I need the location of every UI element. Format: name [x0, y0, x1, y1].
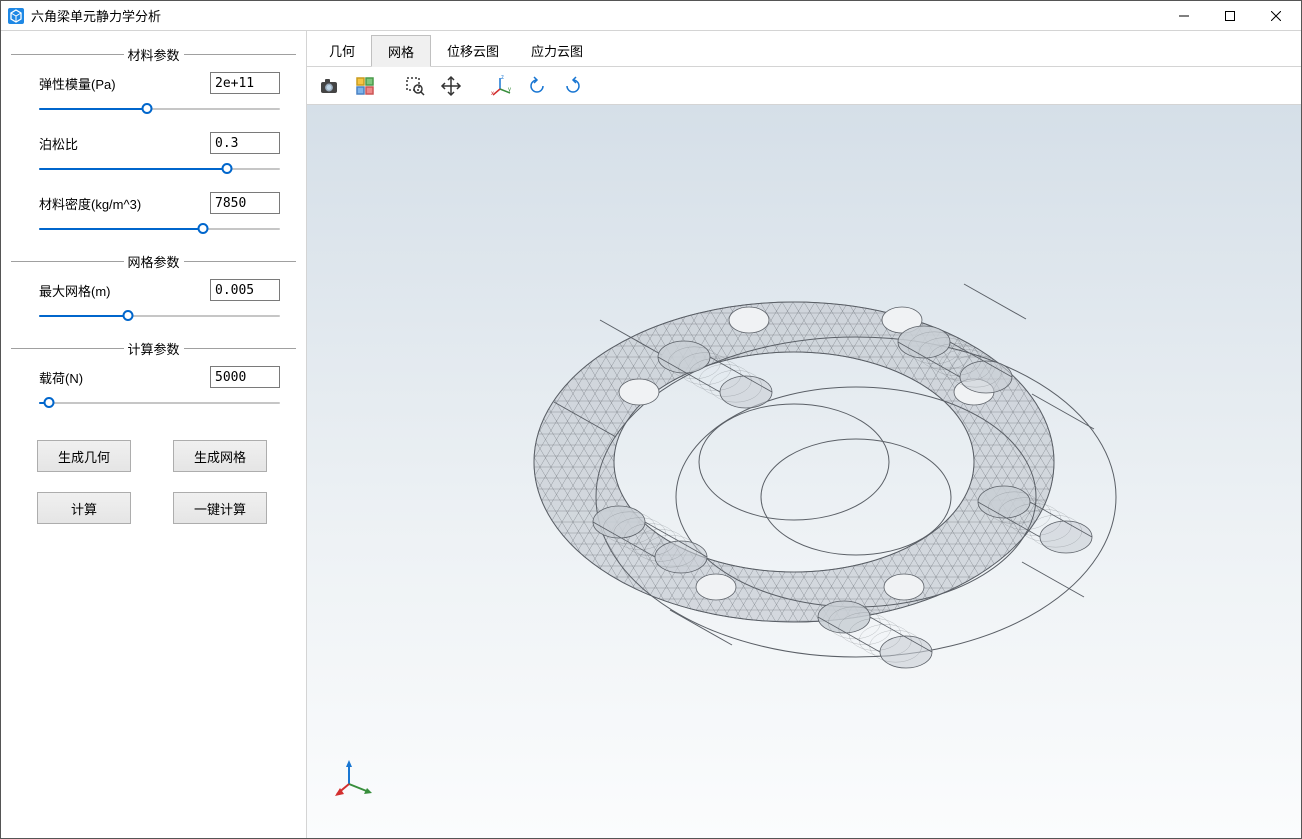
generate-mesh-button[interactable]: 生成网格 [173, 440, 267, 472]
zoom-area-icon[interactable] [399, 71, 431, 101]
label-elastic-modulus: 弹性模量(Pa) [39, 74, 116, 93]
axes-triad-icon [335, 760, 373, 798]
minimize-button[interactable] [1161, 1, 1207, 30]
input-density[interactable] [210, 192, 280, 214]
input-elastic-modulus[interactable] [210, 72, 280, 94]
rotate-left-icon[interactable] [521, 71, 553, 101]
section-header-compute: 计算参数 [11, 339, 296, 358]
slider-density[interactable] [39, 220, 280, 238]
svg-text:z: z [501, 75, 504, 81]
window-controls [1161, 1, 1299, 30]
tab-1[interactable]: 网格 [371, 35, 431, 67]
tab-3[interactable]: 应力云图 [515, 35, 599, 66]
label-poisson: 泊松比 [39, 134, 78, 153]
section-header-mesh: 网格参数 [11, 252, 296, 271]
label-max-mesh: 最大网格(m) [39, 281, 111, 300]
viewport-toolbar: zy x [307, 67, 1301, 105]
section-title-mesh: 网格参数 [124, 252, 184, 271]
viewport-3d[interactable] [307, 105, 1301, 838]
label-load: 载荷(N) [39, 368, 83, 387]
parameters-sidebar: 材料参数 弹性模量(Pa) 泊松比 [1, 31, 307, 838]
section-title-compute: 计算参数 [124, 339, 184, 358]
titlebar: 六角梁单元静力学分析 [1, 1, 1301, 31]
camera-icon[interactable] [313, 71, 345, 101]
compute-button[interactable]: 计算 [37, 492, 131, 524]
one-click-compute-button[interactable]: 一键计算 [173, 492, 267, 524]
view-tabs: 几何网格位移云图应力云图 [307, 31, 1301, 67]
svg-text:x: x [491, 91, 494, 97]
input-max-mesh[interactable] [210, 279, 280, 301]
mesh-render [484, 192, 1124, 752]
window-title: 六角梁单元静力学分析 [31, 6, 1161, 25]
thumbnails-icon[interactable] [349, 71, 381, 101]
main-panel: 几何网格位移云图应力云图 zy x [307, 31, 1301, 838]
generate-geometry-button[interactable]: 生成几何 [37, 440, 131, 472]
slider-max-mesh[interactable] [39, 307, 280, 325]
close-button[interactable] [1253, 1, 1299, 30]
slider-poisson[interactable] [39, 160, 280, 178]
section-header-material: 材料参数 [11, 45, 296, 64]
section-title-material: 材料参数 [124, 45, 184, 64]
label-density: 材料密度(kg/m^3) [39, 194, 141, 213]
axes-triad-icon[interactable]: zy x [485, 71, 517, 101]
slider-elastic-modulus[interactable] [39, 100, 280, 118]
rotate-right-icon[interactable] [557, 71, 589, 101]
tab-2[interactable]: 位移云图 [431, 35, 515, 66]
tab-0[interactable]: 几何 [313, 35, 371, 66]
slider-load[interactable] [39, 394, 280, 412]
svg-text:y: y [508, 87, 511, 93]
input-load[interactable] [210, 366, 280, 388]
pan-icon[interactable] [435, 71, 467, 101]
app-icon [7, 7, 25, 25]
input-poisson[interactable] [210, 132, 280, 154]
maximize-button[interactable] [1207, 1, 1253, 30]
app-window: 六角梁单元静力学分析 材料参数 弹性模量(Pa) [0, 0, 1302, 839]
